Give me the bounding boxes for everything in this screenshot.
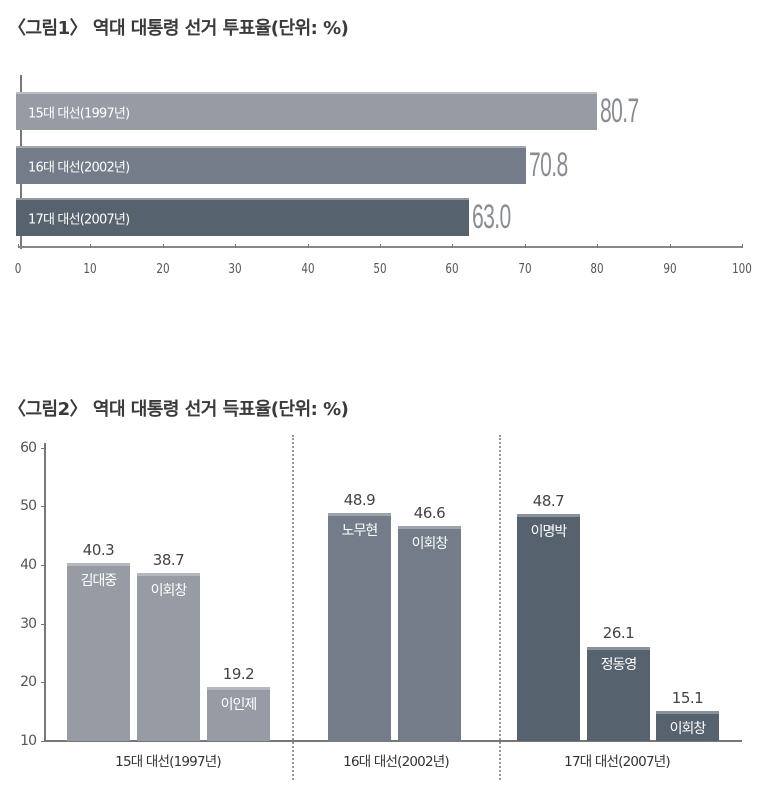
x-tick-label: 80	[590, 262, 604, 277]
x-tick-label: 60	[445, 262, 460, 277]
chart2-x-axis	[44, 740, 742, 742]
bar-value-label: 63.0	[472, 198, 511, 236]
chart2-y-axis	[44, 443, 46, 741]
candidate-name: 이회창	[411, 536, 449, 553]
y-tick	[41, 506, 45, 508]
vote-share-bar: 이회창	[656, 711, 719, 741]
y-tick	[41, 682, 45, 684]
x-tick-label: 90	[662, 262, 677, 277]
y-tick-label: 50	[20, 498, 37, 515]
bar-value-label: 46.6	[413, 504, 446, 523]
x-tick	[380, 244, 381, 248]
bar-value-label: 38.7	[152, 550, 185, 569]
vote-share-bar: 정동영	[587, 646, 650, 741]
x-tick	[742, 244, 743, 248]
bar-value-label: 19.2	[222, 664, 255, 683]
group-label: 16대 대선(2002년)	[343, 754, 449, 770]
group-divider	[499, 435, 501, 780]
x-tick-label: 50	[373, 262, 387, 277]
bar-category-label: 17대 대선(2007년)	[28, 212, 130, 228]
vote-share-bar: 노무현	[328, 512, 391, 741]
y-tick-label: 40	[20, 556, 37, 573]
x-tick-label: 0	[14, 262, 22, 277]
vote-share-bar: 이회창	[137, 572, 200, 741]
group-label: 17대 대선(2007년)	[564, 754, 670, 770]
vote-share-bar: 이명박	[517, 513, 580, 741]
x-tick-label: 100	[732, 262, 752, 277]
vote-share-bar: 이인제	[207, 687, 270, 741]
bar-value-label: 48.7	[532, 491, 565, 510]
y-tick-label: 30	[20, 615, 37, 632]
bar-category-label: 15대 대선(1997년)	[28, 106, 130, 122]
chart2-title: 〈그림2〉 역대 대통령 선거 득표율(단위: %)	[8, 399, 349, 420]
candidate-name: 정동영	[600, 656, 638, 673]
x-tick-label: 40	[300, 262, 315, 277]
y-tick	[41, 741, 45, 742]
chart1-title: 〈그림1〉 역대 대통령 선거 투표율(단위: %)	[8, 18, 349, 39]
candidate-name: 이회창	[150, 582, 188, 599]
y-tick	[41, 447, 45, 449]
candidate-name: 노무현	[341, 522, 379, 539]
y-tick	[41, 623, 45, 625]
y-tick	[41, 564, 45, 566]
x-tick	[307, 244, 309, 248]
turnout-bar: 15대 대선(1997년)	[16, 92, 597, 130]
bar-value-label: 70.8	[529, 146, 568, 184]
y-tick-label: 20	[20, 674, 37, 691]
x-tick	[524, 244, 526, 248]
candidate-name: 이회창	[669, 721, 707, 738]
x-tick-label: 10	[83, 262, 98, 277]
x-tick	[162, 244, 164, 248]
x-tick-label: 70	[518, 262, 532, 277]
x-tick	[90, 244, 92, 248]
candidate-name: 김대중	[80, 573, 118, 590]
bar-category-label: 16대 대선(2002년)	[28, 160, 130, 176]
group-label: 15대 대선(1997년)	[115, 754, 221, 770]
x-tick	[452, 244, 454, 248]
y-tick-label: 10	[20, 733, 37, 749]
vote-share-bar: 김대중	[67, 563, 130, 741]
bar-value-label: 40.3	[82, 541, 115, 560]
bar-value-label: 80.7	[600, 92, 639, 130]
y-tick-label: 60	[20, 439, 37, 456]
group-divider	[292, 435, 294, 780]
x-tick	[669, 244, 671, 248]
turnout-bar: 16대 대선(2002년)	[16, 146, 526, 184]
bar-value-label: 15.1	[671, 689, 704, 708]
x-tick-label: 30	[228, 262, 242, 277]
x-tick	[18, 244, 19, 248]
vote-share-bar: 이회창	[398, 526, 461, 741]
bar-value-label: 48.9	[343, 490, 376, 509]
candidate-name: 이인제	[220, 697, 258, 713]
x-tick-label: 20	[156, 262, 170, 277]
candidate-name: 이명박	[530, 523, 568, 540]
bar-value-label: 26.1	[602, 624, 635, 643]
turnout-bar: 17대 대선(2007년)	[16, 198, 469, 236]
x-tick	[597, 244, 599, 248]
x-tick	[235, 244, 237, 248]
